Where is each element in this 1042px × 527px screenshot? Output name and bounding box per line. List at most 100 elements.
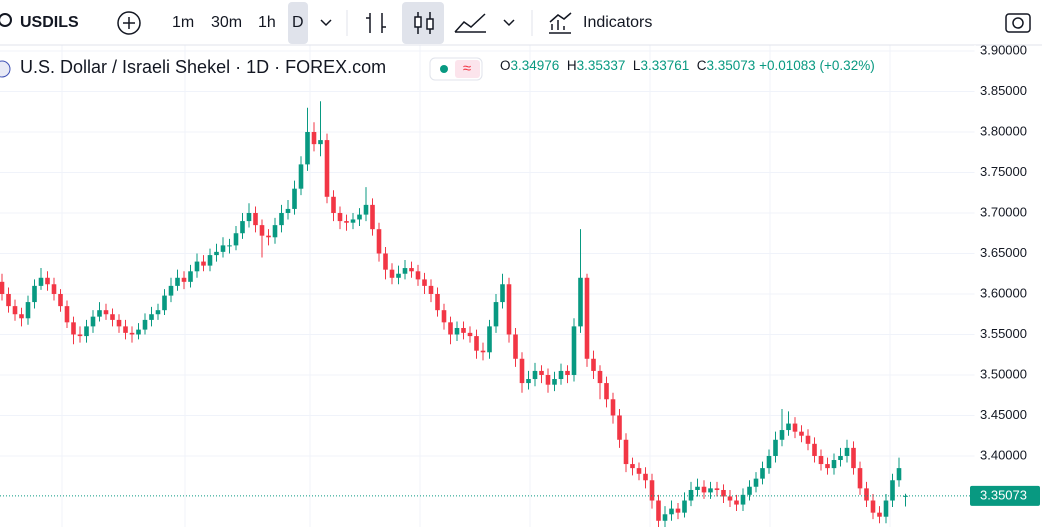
candle-body — [175, 277, 180, 286]
candle-body — [844, 447, 850, 456]
candle-body — [220, 245, 226, 252]
candle-body — [409, 268, 414, 272]
candle-body — [428, 285, 434, 294]
candle-body — [753, 478, 759, 487]
candle-body — [493, 302, 499, 327]
candle-body — [357, 214, 362, 220]
interval[interactable]: D — [292, 14, 304, 31]
candle-body — [292, 188, 297, 209]
candle-body — [480, 350, 486, 353]
candle-body — [474, 336, 479, 351]
candle-body — [851, 447, 856, 469]
candle-body — [636, 468, 642, 474]
candle-body — [305, 131, 310, 165]
candle-body — [506, 284, 512, 335]
candle-body — [337, 212, 343, 222]
candle-body — [688, 489, 694, 501]
dropdown[interactable] — [320, 19, 332, 27]
candle-body — [129, 332, 135, 335]
plus-icon — [123, 17, 135, 29]
candle-body — [435, 293, 440, 311]
candle-body — [279, 212, 284, 226]
symbol[interactable]: USDILS — [20, 14, 79, 31]
delay-icon: ≈ — [463, 60, 471, 77]
candle-body — [740, 494, 746, 505]
candle-body — [831, 460, 837, 469]
candle-icon-body — [426, 18, 434, 30]
candle-body — [578, 277, 583, 327]
legend-change-pct: (+0.32%) — [819, 58, 875, 73]
search-icon[interactable] — [0, 13, 12, 27]
chart-title: U.S. Dollar / Israeli Shekel · 1D · FORE… — [20, 57, 387, 77]
y-tick-label: 3.45000 — [980, 407, 1027, 422]
indicators-icon[interactable] — [549, 12, 572, 34]
interval[interactable]: 1m — [172, 14, 194, 31]
candle-body — [168, 285, 174, 296]
interval[interactable]: 30m — [211, 14, 242, 31]
candle-body — [194, 261, 200, 272]
flag-icon — [0, 60, 11, 78]
candle-body — [662, 514, 668, 521]
bar-icon[interactable] — [366, 13, 386, 33]
y-tick-label: 3.90000 — [980, 42, 1027, 57]
candle-body — [708, 488, 713, 493]
candle-body — [610, 399, 616, 416]
candle-body — [162, 295, 167, 311]
ohlc-legend: O3.34976 H3.35337 L3.33761 C3.35073 +0.0… — [500, 58, 875, 80]
market-open-dot — [440, 65, 448, 73]
candle-body — [324, 140, 330, 197]
legend-value: 3.35337 — [576, 58, 626, 73]
candle-body — [25, 302, 31, 319]
candle-body — [565, 370, 570, 375]
add-symbol[interactable] — [117, 11, 141, 35]
candle-body — [383, 253, 388, 270]
candle-body — [6, 293, 11, 307]
candle-body — [727, 496, 733, 501]
candle-body — [77, 334, 83, 337]
candle-body — [370, 204, 375, 230]
last-price-label: 3.35073 — [980, 487, 1027, 502]
candle-body — [344, 221, 349, 223]
candle-body — [604, 383, 609, 400]
candle-body — [838, 455, 843, 461]
candle-body — [779, 430, 785, 440]
area-icon[interactable] — [454, 13, 486, 33]
candle-body — [552, 379, 557, 385]
candle-body — [363, 204, 369, 215]
candle-body — [298, 164, 304, 189]
candle-body — [84, 326, 89, 337]
candle-body — [734, 500, 739, 505]
indicators-button[interactable]: Indicators — [583, 14, 652, 31]
snapshot-icon[interactable] — [1005, 13, 1031, 33]
snapshot-lens — [1012, 17, 1024, 29]
y-tick-label: 3.60000 — [980, 285, 1027, 300]
candle-body — [318, 140, 323, 145]
candle-body — [454, 327, 460, 335]
legend-value: 3.34976 — [510, 58, 560, 73]
candle-body — [747, 486, 752, 495]
interval[interactable]: 1h — [258, 14, 276, 31]
candle-body — [207, 255, 213, 266]
candle-body — [415, 271, 421, 280]
candle-body — [376, 229, 382, 254]
candle-body — [448, 322, 453, 335]
candle-body — [877, 512, 882, 517]
candle-body — [12, 306, 18, 315]
candle-body — [519, 358, 525, 384]
candle-body — [396, 273, 401, 278]
candle-body — [266, 235, 271, 238]
dropdown[interactable] — [503, 19, 515, 27]
candle-body — [760, 468, 765, 479]
candle-body — [240, 221, 245, 234]
candle-body — [467, 332, 473, 337]
candle-body — [188, 271, 193, 282]
candle-body — [116, 319, 122, 327]
candle-body — [181, 277, 187, 282]
legend-key: C — [696, 58, 707, 73]
candle-body — [142, 319, 148, 330]
candle-body — [58, 293, 63, 307]
y-tick-label: 3.65000 — [980, 245, 1027, 260]
candle-body — [201, 261, 206, 266]
legend-key: L — [632, 58, 641, 73]
